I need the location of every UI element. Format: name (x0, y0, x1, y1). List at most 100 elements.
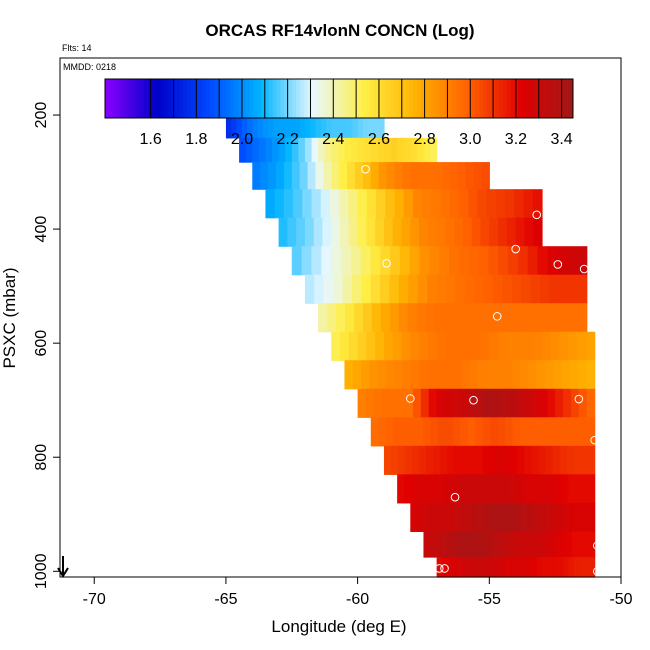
heatmap-cell (258, 137, 267, 163)
heatmap-cell (469, 474, 477, 504)
heatmap-cell (291, 162, 301, 190)
colorbar-swatch (397, 79, 402, 118)
heatmap-cell (524, 217, 534, 247)
heatmap-cell (498, 217, 508, 247)
heatmap-cell (294, 115, 301, 139)
x-tick-label: -60 (346, 591, 369, 608)
colorbar-swatch (413, 79, 418, 118)
heatmap-cell (291, 137, 299, 163)
heatmap-cell (577, 331, 587, 361)
heatmap-cell (436, 331, 447, 361)
heatmap-cell (488, 303, 498, 333)
heatmap-cell (541, 474, 550, 504)
heatmap-cell (402, 162, 411, 190)
heatmap-cell (557, 246, 568, 276)
heatmap-cell (323, 162, 332, 190)
heatmap-cell (444, 388, 454, 418)
heatmap-cell (445, 417, 454, 447)
heatmap-cell (502, 474, 510, 504)
heatmap-cell (225, 115, 232, 139)
heatmap-cell (283, 115, 290, 139)
heatmap-cell (265, 189, 276, 219)
observation-point (406, 394, 415, 403)
y-axis: 200 400 600 800 1000 (33, 102, 60, 589)
heatmap-cell (436, 360, 446, 390)
heatmap-cell (360, 246, 372, 276)
heatmap-cell (440, 189, 451, 219)
colorbar-swatch (350, 79, 356, 118)
heatmap-cell (449, 189, 460, 219)
y-tick-label: 200 (33, 102, 50, 129)
heatmap-cell (352, 115, 359, 139)
heatmap-cell (405, 445, 413, 475)
heatmap-cell (357, 217, 367, 247)
colorbar-swatch (237, 79, 242, 118)
heatmap-cell (506, 217, 517, 247)
colorbar-swatch (155, 79, 161, 118)
heatmap-cell (311, 137, 319, 163)
heatmap-cell (461, 303, 471, 333)
heatmap-cell (370, 274, 381, 304)
colorbar-tick-label: 2.4 (322, 131, 344, 148)
colorbar: 1.6 1.8 2.0 2.2 2.4 2.6 2.8 3.0 3.2 3.4 (104, 78, 574, 148)
heatmap-cell (354, 162, 364, 190)
heatmap-cell (477, 189, 488, 219)
heatmap-cell (494, 557, 501, 578)
colorbar-swatch (405, 79, 410, 118)
heatmap-cell (579, 417, 588, 447)
heatmap-cell (471, 217, 482, 247)
heatmap-cell (452, 388, 461, 418)
heatmap-cell (460, 417, 469, 447)
heatmap-cell (366, 331, 376, 361)
heatmap-cell (452, 557, 459, 578)
heatmap-cell (547, 557, 554, 578)
colorbar-swatch (190, 79, 196, 118)
colorbar-swatch (300, 79, 305, 118)
heatmap-cell (457, 557, 464, 578)
colorbar-swatch (210, 79, 215, 118)
heatmap-cell (314, 274, 325, 304)
heatmap-cell (550, 331, 561, 361)
heatmap-cell (423, 137, 431, 163)
heatmap-cell (377, 360, 387, 390)
heatmap-cell (576, 502, 583, 532)
colorbar-swatch (272, 79, 278, 118)
heatmap-cell (336, 303, 346, 333)
heatmap-cell (375, 217, 385, 247)
colorbar-swatch (218, 79, 223, 118)
heatmap-cell (283, 162, 293, 190)
heatmap-cell (531, 531, 539, 558)
heatmap-cell (484, 502, 491, 532)
heatmap-cell (344, 360, 354, 390)
heatmap-cell (331, 331, 341, 361)
heatmap-cell (380, 274, 391, 304)
heatmap-cell (398, 303, 409, 333)
heatmap-cell (443, 474, 451, 504)
heatmap-cell (429, 246, 440, 276)
colorbar-swatch (436, 79, 441, 118)
heatmap-cell (455, 274, 466, 304)
colorbar-swatch (537, 79, 543, 118)
heatmap-cell (322, 217, 332, 247)
heatmap-cell (275, 162, 285, 190)
heatmap-cell (457, 162, 467, 190)
heatmap-cell (572, 417, 581, 447)
heatmap-cell (351, 274, 362, 304)
colorbar-swatch (132, 79, 137, 118)
heatmap-cell (383, 217, 394, 247)
heatmap-cell (566, 531, 573, 558)
heatmap-cell (333, 274, 344, 304)
heatmap-cell (422, 189, 432, 219)
heatmap-cell (323, 274, 334, 304)
colorbar-swatch (303, 79, 309, 118)
heatmap-cell (475, 445, 483, 475)
heatmap-cell (419, 360, 429, 390)
heatmap-cell (344, 137, 352, 163)
heatmap-cell (362, 162, 372, 190)
heatmap-cell (378, 162, 388, 190)
observation-point (361, 164, 370, 174)
heatmap-cell (265, 137, 273, 163)
heatmap-cell (311, 246, 322, 276)
heatmap-cell (392, 331, 403, 361)
heatmap-cell (420, 388, 430, 418)
